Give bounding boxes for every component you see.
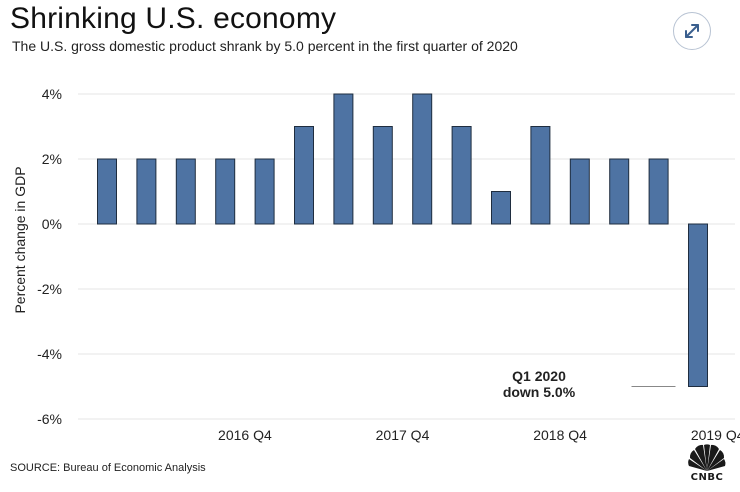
bar: [175, 158, 196, 225]
y-axis-ticks: 4% 2% 0% -2% -4% -6%: [37, 86, 62, 427]
x-tick-label: 2018 Q4: [533, 427, 587, 443]
bar: [609, 158, 630, 225]
y-tick-label: 0%: [42, 216, 62, 232]
bar: [333, 93, 354, 225]
bar: [215, 158, 236, 225]
bar: [530, 126, 551, 225]
y-tick-label: 2%: [42, 151, 62, 167]
bar: [136, 158, 157, 225]
x-tick-label: 2016 Q4: [218, 427, 272, 443]
chart-title: Shrinking U.S. economy: [10, 2, 337, 35]
expand-button[interactable]: [673, 12, 711, 50]
peacock-logo-icon: [688, 444, 726, 471]
source-note: SOURCE: Bureau of Economic Analysis: [10, 462, 206, 474]
annotation-text: down 5.0%: [503, 384, 576, 400]
y-tick-label: -6%: [37, 411, 62, 427]
gridlines: [78, 93, 735, 420]
bar: [254, 158, 275, 225]
bar: [648, 158, 669, 225]
annotation-text: Q1 2020: [512, 368, 566, 384]
x-tick-label: 2019 Q4: [691, 427, 740, 443]
bar: [412, 93, 433, 225]
y-tick-label: -4%: [37, 346, 62, 362]
y-tick-label: -2%: [37, 281, 62, 297]
logo-wordmark: CNBC: [690, 472, 724, 483]
y-tick-label: 4%: [42, 86, 62, 102]
expand-arrows-icon: [685, 24, 699, 38]
bar: [97, 158, 117, 225]
bar: [294, 126, 314, 225]
bar: [372, 126, 393, 225]
bar: [569, 158, 590, 225]
y-axis-label: Percent change in GDP: [12, 166, 28, 313]
x-axis-ticks: 2016 Q4 2017 Q4 2018 Q4 2019 Q4: [218, 427, 740, 443]
bars: [97, 93, 708, 387]
bar: [491, 191, 511, 225]
chart-subtitle: The U.S. gross domestic product shrank b…: [12, 38, 518, 54]
bar-chart: 4%2%0%-2%-4%-6% 2016 Q4 2017 Q4 2018 Q4 201…: [12, 86, 740, 443]
x-tick-label: 2017 Q4: [376, 427, 430, 443]
bar: [688, 223, 708, 387]
bar: [451, 126, 472, 225]
